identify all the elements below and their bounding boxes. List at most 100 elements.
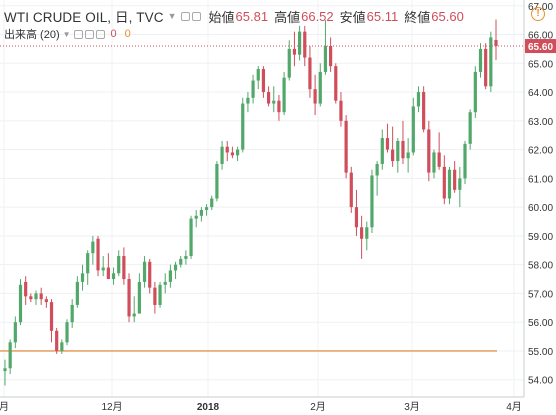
candle-body bbox=[163, 281, 167, 285]
candle-body bbox=[230, 152, 235, 156]
candle bbox=[391, 126, 395, 167]
candle bbox=[318, 63, 322, 107]
candle-body bbox=[282, 77, 286, 113]
candle bbox=[39, 287, 43, 305]
candle-body bbox=[106, 267, 110, 280]
candle bbox=[272, 86, 276, 113]
candle bbox=[204, 204, 209, 216]
y-tick-label: 63.00 bbox=[528, 117, 553, 128]
y-tick-label: 59.00 bbox=[528, 232, 553, 243]
candle-body bbox=[375, 163, 379, 176]
open-value: 65.81 bbox=[235, 8, 269, 24]
candle-body bbox=[489, 37, 493, 87]
price-badge-label: 65.60 bbox=[528, 42, 553, 53]
candle bbox=[277, 94, 281, 121]
candle-body bbox=[266, 92, 271, 104]
candle bbox=[370, 169, 374, 234]
candle bbox=[44, 296, 48, 308]
candle-body bbox=[334, 66, 338, 101]
candle-body bbox=[370, 175, 374, 228]
volume-label[interactable]: 出来高 (20) bbox=[4, 29, 60, 41]
candle-body bbox=[111, 273, 116, 280]
candle-body bbox=[49, 302, 54, 331]
candle bbox=[230, 146, 235, 159]
candle bbox=[422, 86, 426, 133]
high-value: 66.52 bbox=[301, 8, 334, 24]
close-value: 65.60 bbox=[431, 8, 464, 24]
settings-square-icon[interactable] bbox=[73, 29, 83, 39]
eye-square-icon[interactable] bbox=[84, 29, 94, 39]
candle-body bbox=[432, 152, 436, 173]
candle bbox=[24, 276, 28, 305]
candle bbox=[96, 235, 100, 277]
candle bbox=[354, 189, 359, 236]
candle bbox=[60, 339, 64, 354]
candle bbox=[380, 129, 384, 170]
candle-body bbox=[272, 100, 276, 104]
symbol-title[interactable]: WTI CRUDE OIL, 日, TVC bbox=[4, 10, 164, 25]
volume-value-1: 0 bbox=[110, 28, 117, 40]
candle bbox=[163, 273, 167, 294]
candle-body bbox=[60, 342, 64, 351]
candle bbox=[349, 166, 353, 213]
candle bbox=[158, 281, 162, 308]
candle bbox=[401, 120, 405, 164]
candle-body bbox=[287, 48, 291, 78]
eye-square-icon[interactable] bbox=[191, 11, 201, 21]
candle-body bbox=[142, 261, 147, 282]
candle-body bbox=[3, 368, 7, 372]
y-tick-label: 64.00 bbox=[528, 88, 553, 99]
candle bbox=[122, 247, 126, 285]
candle-body bbox=[323, 46, 328, 72]
candle bbox=[251, 74, 255, 104]
candle bbox=[411, 97, 415, 156]
low-value: 65.11 bbox=[366, 8, 399, 24]
candle bbox=[75, 276, 79, 308]
candle bbox=[189, 215, 193, 259]
candle bbox=[142, 256, 147, 288]
x-tick-label: 月 bbox=[0, 401, 9, 413]
candle-body bbox=[380, 138, 384, 164]
candle-body bbox=[453, 169, 457, 190]
candle bbox=[184, 250, 188, 265]
candle bbox=[13, 316, 17, 349]
candle bbox=[111, 267, 116, 285]
candle-body bbox=[132, 313, 136, 317]
candle bbox=[173, 261, 178, 280]
candle bbox=[246, 92, 250, 113]
candle-body bbox=[494, 39, 498, 47]
candle bbox=[235, 146, 240, 162]
candle-body bbox=[478, 48, 483, 72]
candle-body bbox=[292, 48, 297, 55]
x-tick-label: 2月 bbox=[310, 401, 326, 413]
candle bbox=[297, 25, 302, 61]
candle-body bbox=[437, 152, 441, 167]
candle bbox=[323, 20, 328, 75]
y-tick-label: 61.00 bbox=[528, 174, 553, 185]
candle-body bbox=[80, 273, 85, 282]
y-tick-label: 56.00 bbox=[528, 318, 553, 329]
close-square-icon[interactable] bbox=[95, 29, 105, 39]
chevron-down-icon[interactable]: ▼ bbox=[62, 29, 71, 39]
alert-circle-icon[interactable]: ! bbox=[531, 7, 545, 21]
candle-body bbox=[34, 293, 38, 300]
candle bbox=[344, 115, 348, 179]
candle-body bbox=[401, 140, 405, 159]
candle-body bbox=[235, 149, 240, 156]
candle-body bbox=[313, 89, 317, 104]
candle bbox=[153, 281, 157, 314]
candle bbox=[86, 250, 90, 285]
volume-value-2: 0 bbox=[124, 28, 131, 40]
candle-body bbox=[158, 284, 162, 305]
candle bbox=[65, 319, 69, 346]
chevron-down-icon[interactable]: ▼ bbox=[167, 11, 177, 21]
candle bbox=[261, 66, 266, 98]
candle bbox=[266, 86, 271, 107]
candle-body bbox=[442, 166, 446, 199]
candle bbox=[132, 296, 136, 323]
candle-body bbox=[8, 342, 12, 369]
candle bbox=[18, 279, 23, 326]
candle bbox=[287, 40, 291, 81]
settings-square-icon[interactable] bbox=[180, 11, 190, 21]
